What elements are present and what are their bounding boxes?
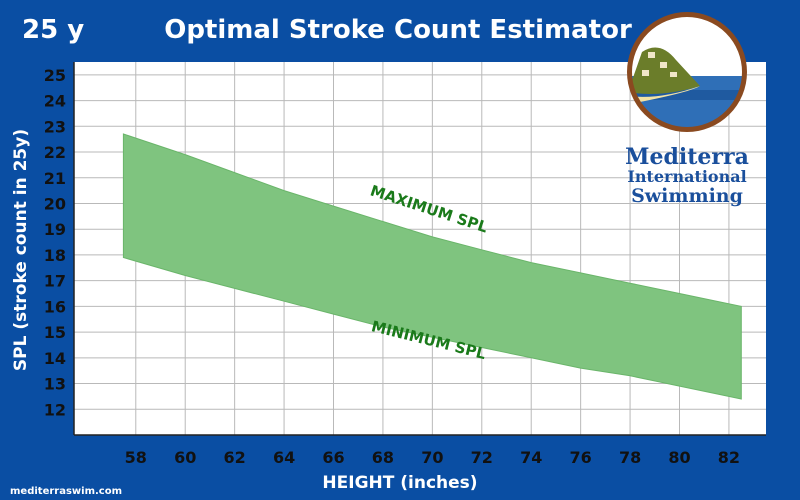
chart-title: Optimal Stroke Count Estimator xyxy=(164,15,632,45)
x-tick-label-6: 70 xyxy=(421,448,443,467)
brand-line-3: Swimming xyxy=(631,185,743,207)
pool-length-label: 25 y xyxy=(22,15,84,45)
y-tick-label-6: 18 xyxy=(44,246,66,265)
y-tick-label-7: 19 xyxy=(44,220,66,239)
spl-band-area xyxy=(122,133,742,400)
y-tick-label-2: 14 xyxy=(44,349,66,368)
y-tick-label-4: 16 xyxy=(44,297,66,316)
y-tick-label-11: 23 xyxy=(44,117,66,136)
footer-url: mediterraswim.com xyxy=(10,486,122,497)
spl-band xyxy=(122,133,742,400)
y-tick-label-8: 20 xyxy=(44,194,66,213)
x-axis-ticks: 58 60 62 64 66 68 70 72 74 76 78 80 82 xyxy=(125,448,740,467)
y-tick-label-5: 17 xyxy=(44,272,66,291)
y-axis-ticks: 12 13 14 15 16 17 18 19 20 21 22 23 24 25 xyxy=(44,66,66,419)
x-tick-label-2: 62 xyxy=(224,448,246,467)
x-tick-label-4: 66 xyxy=(322,448,344,467)
brand-line-1: Mediterra xyxy=(625,144,749,170)
x-axis-title: HEIGHT (inches) xyxy=(322,473,477,493)
x-tick-label-9: 76 xyxy=(570,448,592,467)
x-tick-label-11: 80 xyxy=(668,448,690,467)
x-tick-label-1: 60 xyxy=(174,448,196,467)
x-tick-label-10: 78 xyxy=(619,448,641,467)
x-tick-label-3: 64 xyxy=(273,448,295,467)
x-tick-label-5: 68 xyxy=(372,448,394,467)
y-tick-label-0: 12 xyxy=(44,400,66,419)
y-tick-label-3: 15 xyxy=(44,323,66,342)
y-tick-label-13: 25 xyxy=(44,66,66,85)
mediterra-island-logo-icon xyxy=(627,12,747,132)
y-tick-label-12: 24 xyxy=(44,92,66,111)
x-tick-label-7: 72 xyxy=(471,448,493,467)
brand-line-2: International xyxy=(627,167,746,186)
y-tick-label-9: 21 xyxy=(44,169,66,188)
y-tick-label-10: 22 xyxy=(44,143,66,162)
x-tick-label-0: 58 xyxy=(125,448,147,467)
x-tick-label-8: 74 xyxy=(520,448,542,467)
x-tick-label-12: 82 xyxy=(718,448,740,467)
y-axis-title: SPL (stroke count in 25y) xyxy=(11,129,31,371)
y-tick-label-1: 13 xyxy=(44,375,66,394)
